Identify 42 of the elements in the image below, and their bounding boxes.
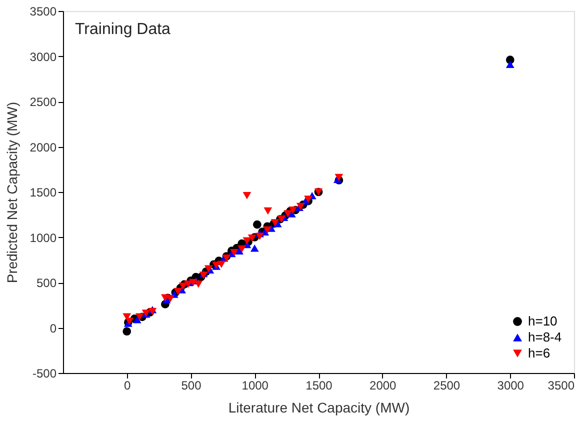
y-tick-label: 2500 xyxy=(30,95,57,109)
point xyxy=(506,60,514,68)
point xyxy=(230,249,238,256)
point xyxy=(238,245,246,253)
point xyxy=(284,210,292,218)
x-tick-label: 3000 xyxy=(497,378,524,392)
point xyxy=(288,206,298,214)
point xyxy=(135,313,144,321)
x-tick-label: 3500 xyxy=(548,378,575,392)
y-tick-label: -500 xyxy=(32,366,57,380)
x-tick-label: 1000 xyxy=(242,378,269,392)
y-tick-label: 2000 xyxy=(30,140,57,154)
point xyxy=(256,232,264,240)
y-tick-label: 3000 xyxy=(30,50,57,64)
x-tick-label: 2000 xyxy=(370,378,397,392)
text: Training Data xyxy=(75,21,171,38)
x-tick-label: 1500 xyxy=(306,378,333,392)
y-tick-label: 1500 xyxy=(30,186,57,200)
point xyxy=(174,288,182,296)
y-axis-title: Predicted Net Capacity (MW) xyxy=(4,102,20,284)
point xyxy=(264,207,272,215)
point xyxy=(252,220,262,229)
point xyxy=(194,280,203,288)
y-tick-label: 0 xyxy=(50,321,57,336)
x-axis-title: Literature Net Capacity (MW) xyxy=(228,400,410,416)
x-tick-label: 0 xyxy=(124,378,132,392)
legend-label: h=10 xyxy=(528,314,558,328)
x-tick-label: 2500 xyxy=(433,378,460,392)
point xyxy=(304,196,312,203)
point xyxy=(248,234,256,242)
y-tick-label: 500 xyxy=(36,276,57,290)
point xyxy=(122,327,132,336)
point xyxy=(132,316,142,324)
legend-label: h=8-4 xyxy=(528,330,562,344)
point xyxy=(217,260,226,268)
point xyxy=(263,226,272,234)
y-tick-label: 1000 xyxy=(30,230,57,245)
point xyxy=(242,192,252,200)
y-tick-label: 3500 xyxy=(30,4,57,18)
x-tick-label: 500 xyxy=(181,378,202,392)
point xyxy=(250,244,259,252)
legend-label: h=6 xyxy=(528,346,550,360)
